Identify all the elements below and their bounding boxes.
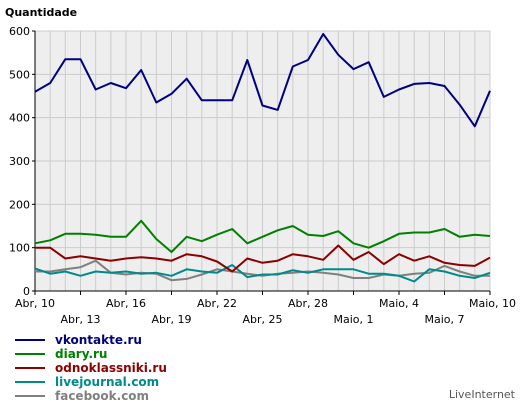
legend-label: diary.ru xyxy=(55,347,107,361)
x-tick-label: Maio, 4 xyxy=(379,297,419,310)
x-tick-label: Abr, 22 xyxy=(197,297,237,310)
x-tick-label: Abr, 16 xyxy=(106,297,146,310)
series-line-odnoklassniki-ru xyxy=(35,244,491,273)
legend-label: odnoklassniki.ru xyxy=(55,361,167,375)
brand-label: LiveInternet xyxy=(449,388,516,401)
x-tick-label: Maio, 7 xyxy=(424,313,464,326)
y-tick-label: 600 xyxy=(9,25,30,38)
x-tick-label: Abr, 10 xyxy=(15,297,55,310)
y-tick-label: 300 xyxy=(9,155,30,168)
x-axis: Abr, 10 Abr, 13 Abr, 16 Abr, 19 Abr, 22 Abr, … xyxy=(15,291,516,326)
x-tick-label: Maio, 10 xyxy=(469,297,516,310)
x-tick-label: Abr, 25 xyxy=(242,313,282,326)
series-line-vkontakte-ru xyxy=(34,33,491,128)
y-tick-label: 200 xyxy=(9,198,30,211)
x-tick-label: Abr, 19 xyxy=(151,313,191,326)
legend-label: vkontakte.ru xyxy=(55,333,142,347)
y-axis: 0 100 200 300 400 500 600 xyxy=(9,25,35,298)
legend: vkontakte.rudiary.ruodnoklassniki.rulive… xyxy=(15,333,167,403)
legend-label: livejournal.com xyxy=(55,375,159,389)
x-tick-label: Abr, 28 xyxy=(288,297,328,310)
y-axis-title: Quantidade xyxy=(5,6,77,19)
series-line-diary-ru xyxy=(34,219,491,253)
grid xyxy=(34,30,491,292)
series-lines xyxy=(34,33,491,283)
y-tick-label: 400 xyxy=(9,112,30,125)
x-tick-label: Abr, 13 xyxy=(60,313,100,326)
x-tick-label: Maio, 1 xyxy=(333,313,373,326)
series-line-livejournal-com xyxy=(34,264,491,283)
y-tick-label: 100 xyxy=(9,242,30,255)
legend-label: facebook.com xyxy=(55,389,149,403)
y-tick-label: 500 xyxy=(9,68,30,81)
y-tick-label: 0 xyxy=(23,285,30,298)
